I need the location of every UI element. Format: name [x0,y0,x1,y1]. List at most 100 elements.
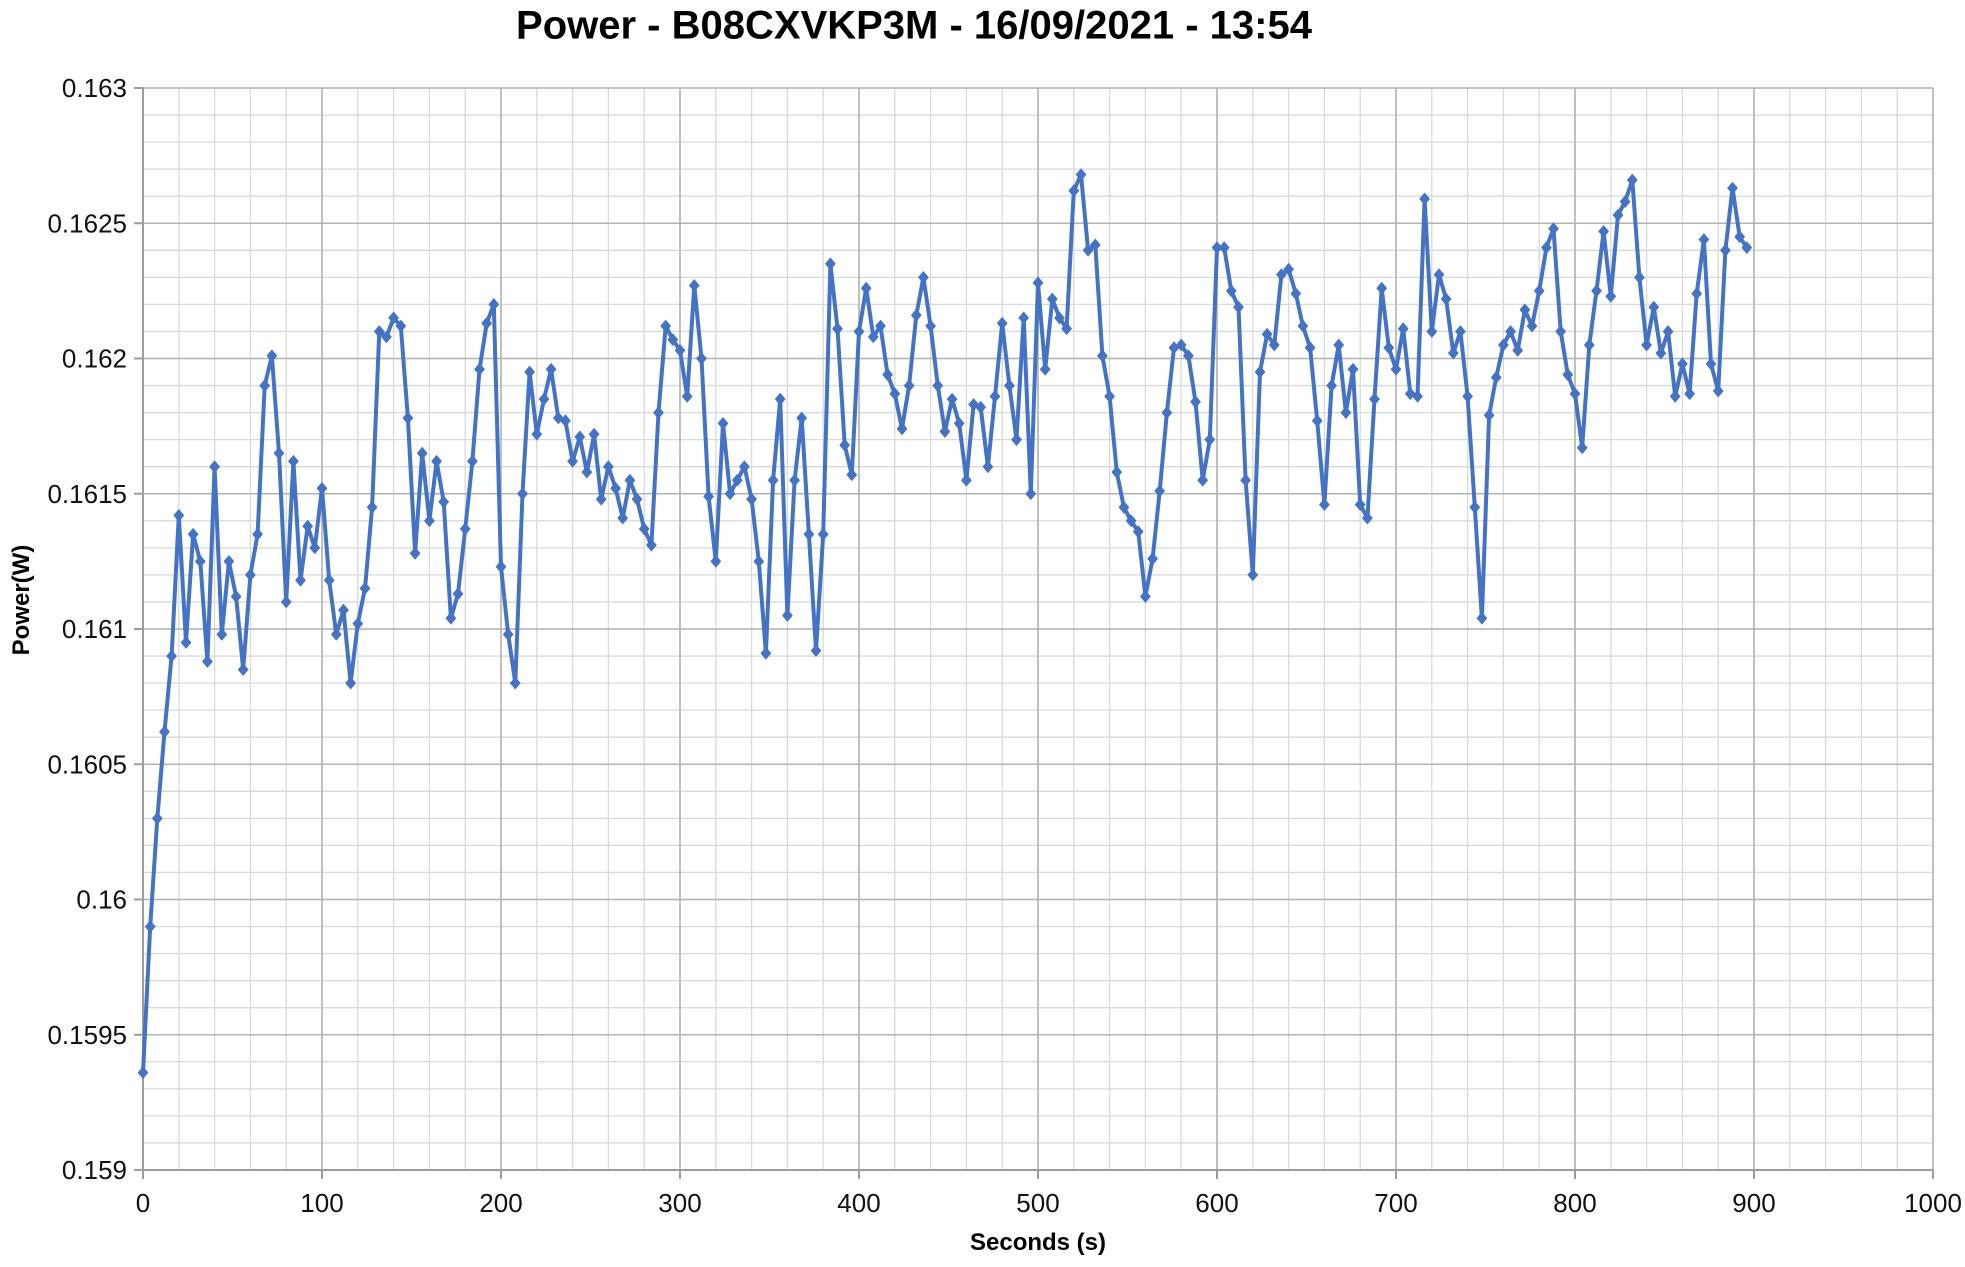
x-tick-label: 800 [1553,1188,1596,1218]
y-tick-label: 0.161 [62,614,127,644]
data-point-marker [646,538,657,552]
data-point-marker [395,319,407,333]
data-point-marker [151,812,163,825]
data-point-marker [803,527,815,541]
x-tick-label: 0 [136,1188,150,1218]
data-series [137,168,1753,1079]
data-point-marker [1333,338,1345,352]
data-point-marker [588,427,600,441]
data-point-marker [424,514,435,528]
data-point-marker [1727,181,1738,195]
data-point-marker [1669,390,1681,403]
data-point-marker [194,555,206,568]
data-point-marker [166,649,177,663]
data-point-marker [1662,325,1674,338]
data-point-marker [681,390,693,403]
data-point-marker [975,400,987,414]
data-point-marker [381,330,392,344]
y-tick-label: 0.159 [62,1155,127,1185]
data-point-marker [1641,338,1652,352]
data-point-marker [982,460,994,474]
data-point-marker [202,655,213,668]
x-tick-label: 500 [1016,1188,1059,1218]
data-point-marker [653,406,664,419]
data-point-marker [180,636,192,649]
data-point-marker [739,460,750,474]
data-point-marker [1011,433,1022,446]
y-tick-label: 0.1615 [47,479,127,509]
data-point-marker [431,454,442,468]
data-point-marker [438,495,450,509]
data-point-marker [782,609,793,622]
data-point-marker [237,663,249,676]
data-point-marker [1097,349,1108,363]
data-point-marker [1383,341,1395,355]
data-point-marker [703,490,714,503]
data-point-marker [889,387,901,401]
data-point-marker [674,344,686,357]
data-point-marker [1082,243,1094,257]
data-point-marker [1183,349,1194,363]
data-point-marker [388,311,399,325]
data-point-marker [352,617,364,630]
data-point-marker [1319,498,1330,511]
y-tick-label: 0.1595 [47,1020,127,1050]
data-point-marker [481,316,493,330]
data-point-marker [1562,368,1574,382]
data-point-marker [173,509,185,522]
data-point-marker [968,398,979,411]
data-point-marker [137,1066,149,1079]
data-point-marker [910,308,922,322]
data-point-marker [1233,300,1244,314]
data-point-marker [1089,238,1101,252]
data-point-marker [825,257,836,271]
data-point-marker [1397,322,1409,336]
data-point-marker [545,362,557,376]
data-point-marker [1462,390,1473,403]
x-tick-label: 900 [1732,1188,1775,1218]
data-point-marker [1362,511,1373,525]
data-point-marker [875,319,886,333]
x-axis-title: Seconds (s) [969,1229,1107,1256]
x-tick-label: 300 [658,1188,701,1218]
data-point-marker [946,392,958,406]
data-point-marker [1476,611,1488,625]
data-point-marker [1734,230,1746,244]
data-point-marker [1741,241,1753,254]
data-point-marker [1720,243,1731,257]
data-point-marker [774,392,786,406]
y-tick-label: 0.1605 [47,749,127,779]
data-point-marker [710,555,722,568]
data-point-marker [1347,362,1359,376]
data-point-marker [1004,379,1015,392]
data-point-marker [1576,441,1588,455]
data-point-marker [1483,408,1495,422]
data-point-marker [1390,362,1402,376]
data-point-marker [1548,222,1559,236]
data-point-marker [1018,311,1030,325]
data-point-marker [309,541,321,555]
data-point-marker [1426,325,1438,338]
data-point-marker [660,319,672,333]
data-point-marker [1161,406,1173,419]
data-point-marker [280,595,292,609]
data-point-marker [416,446,428,460]
data-point-marker [245,568,256,582]
data-point-marker [1140,590,1151,603]
data-point-marker [302,519,314,533]
data-point-marker [1104,390,1115,403]
data-point-marker [767,473,779,487]
data-point-marker [846,468,858,482]
data-point-marker [459,522,471,536]
data-point-marker [538,392,550,406]
data-point-marker [1240,473,1251,487]
data-point-marker [832,322,843,336]
data-point-marker [853,325,865,338]
data-point-marker [373,325,385,338]
data-point-marker [817,527,829,541]
data-point-marker [1304,341,1316,355]
data-point-marker [366,500,378,514]
x-tick-label: 700 [1374,1188,1417,1218]
data-point-marker [746,492,757,506]
